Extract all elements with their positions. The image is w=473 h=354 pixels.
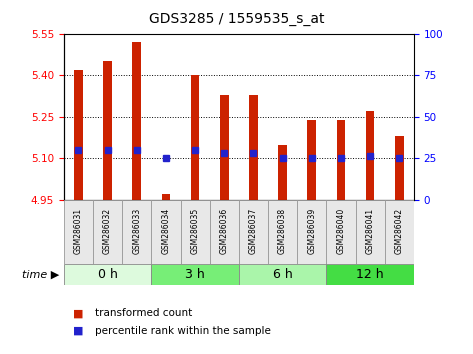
Bar [356,200,385,264]
Bar [249,95,258,200]
Text: 0 h: 0 h [97,268,118,281]
Bar [74,70,83,200]
Bar [64,264,151,285]
Bar [64,200,93,264]
Text: GSM286039: GSM286039 [307,207,316,254]
Bar [162,194,170,200]
Bar [181,200,210,264]
Bar [239,200,268,264]
Bar [132,42,141,200]
Text: 12 h: 12 h [356,268,384,281]
Text: GSM286035: GSM286035 [191,207,200,254]
Text: GSM286041: GSM286041 [366,207,375,254]
Bar [191,75,200,200]
Bar [151,264,239,285]
Text: ■: ■ [73,326,84,336]
Text: transformed count: transformed count [95,308,192,318]
Text: 3 h: 3 h [185,268,205,281]
Bar [337,120,345,200]
Text: GSM286031: GSM286031 [74,207,83,254]
Bar [307,120,316,200]
Bar [122,200,151,264]
Bar [366,111,375,200]
Bar [239,264,326,285]
Bar [210,200,239,264]
Bar [268,200,297,264]
Text: GSM286042: GSM286042 [395,207,404,254]
Text: GSM286037: GSM286037 [249,207,258,254]
Text: percentile rank within the sample: percentile rank within the sample [95,326,271,336]
Text: GSM286036: GSM286036 [220,207,229,254]
Text: 6 h: 6 h [273,268,292,281]
Bar [326,264,414,285]
Bar [326,200,356,264]
Bar [385,200,414,264]
Bar [151,200,181,264]
Bar [103,61,112,200]
Text: GSM286034: GSM286034 [161,207,170,254]
Bar [297,200,326,264]
Text: GSM286038: GSM286038 [278,207,287,254]
Text: GSM286033: GSM286033 [132,207,141,254]
Text: GDS3285 / 1559535_s_at: GDS3285 / 1559535_s_at [149,12,324,27]
Text: ■: ■ [73,308,84,318]
Bar [93,200,122,264]
Text: GSM286040: GSM286040 [336,207,345,254]
Bar [395,136,403,200]
Text: GSM286032: GSM286032 [103,207,112,254]
Text: time ▶: time ▶ [22,269,59,279]
Bar [278,144,287,200]
Bar [220,95,228,200]
